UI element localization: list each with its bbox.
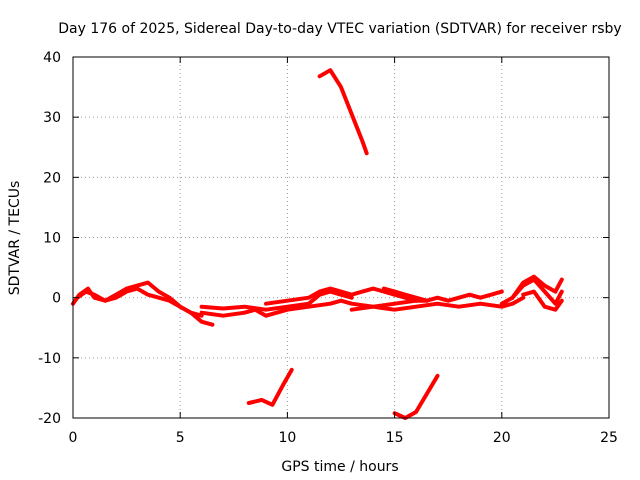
grid	[73, 57, 609, 418]
series-line-satellite-f	[349, 295, 526, 312]
x-axis-label: GPS time / hours	[281, 459, 398, 475]
series-line-satellite-e	[264, 286, 418, 306]
y-axis-label: SDTVAR / TECUs	[7, 181, 23, 296]
series-group	[71, 68, 564, 420]
series-line-low-arc-2	[392, 373, 440, 420]
series-line-low-arc-1	[246, 367, 294, 407]
chart-title: Day 176 of 2025, Sidereal Day-to-day VTE…	[58, 21, 621, 37]
x-tick-label: 20	[493, 430, 511, 446]
y-tick-label: 30	[43, 110, 61, 126]
series-line-satellite-a	[71, 280, 215, 327]
y-tick-label: 10	[43, 231, 61, 247]
y-tick-label: 20	[43, 170, 61, 186]
series-line-satellite-j	[521, 289, 564, 312]
series-line-satellite-i	[510, 274, 564, 300]
series-line-satellite-b	[75, 286, 204, 318]
x-tick-label: 25	[600, 430, 618, 446]
x-tick-label: 5	[176, 430, 185, 446]
y-tick-label: 0	[52, 291, 61, 307]
series-line-satellite-g	[381, 286, 504, 303]
y-tick-label: -20	[38, 411, 61, 427]
series-line-satellite-d	[199, 298, 429, 318]
x-tick-label: 15	[386, 430, 404, 446]
series-line-high-arc	[317, 68, 369, 156]
y-tick-label: -10	[38, 351, 61, 367]
series-line-satellite-c	[199, 289, 354, 312]
axis-ticks: 0 5 10 15 20 25 -20 -10 0 10 20 30 40	[38, 50, 618, 446]
x-tick-label: 0	[69, 430, 78, 446]
x-tick-label: 10	[278, 430, 296, 446]
y-tick-label: 40	[43, 50, 61, 66]
